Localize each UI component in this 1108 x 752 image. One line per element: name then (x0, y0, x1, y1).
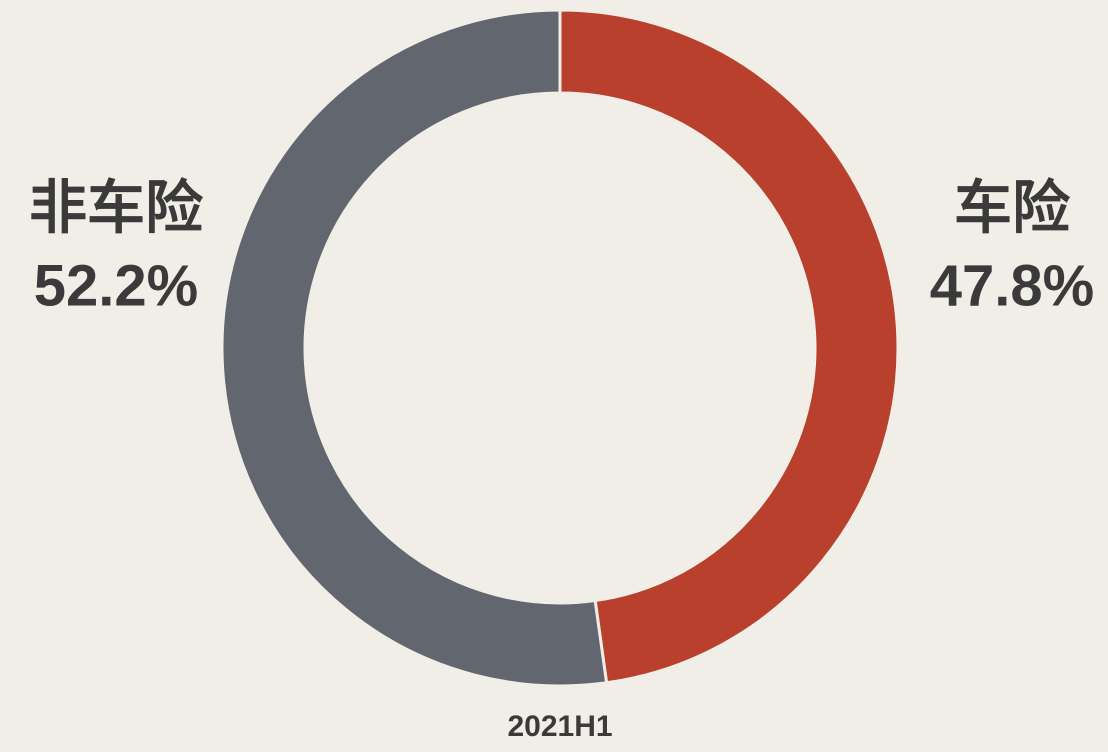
chart-title: 2021H1 (507, 710, 612, 743)
chart: 2021H1 车险 47.8% 非车险 52.2% (0, 0, 1108, 752)
page: {"chart_data": {"type": "pie", "donut": … (0, 0, 1108, 752)
donut-slice (222, 10, 607, 686)
slice-label: 车险 (954, 175, 1071, 240)
slice-value-label: 47.8% (930, 253, 1094, 318)
slice-value-label: 52.2% (34, 253, 198, 318)
slice-label: 非车险 (29, 175, 204, 240)
donut-slice (560, 10, 898, 683)
